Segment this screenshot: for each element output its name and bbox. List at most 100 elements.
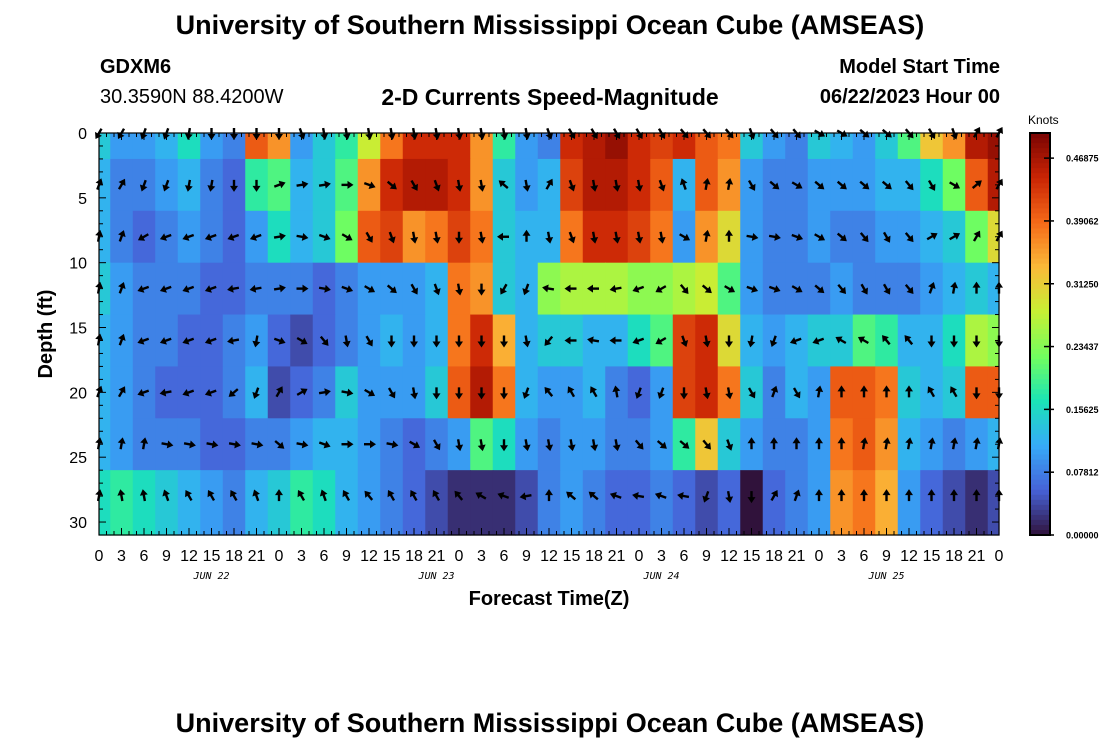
colorbar-segment [1030, 148, 1050, 154]
current-arrow [319, 489, 328, 502]
current-arrow [162, 179, 170, 192]
colorbar-segment [1030, 479, 1050, 486]
heatmap-cell [897, 133, 921, 160]
current-arrow [949, 232, 961, 241]
current-arrow [746, 232, 759, 241]
current-arrow [318, 233, 331, 241]
current-arrow [769, 335, 778, 348]
current-arrow [904, 180, 914, 191]
current-arrow [567, 439, 576, 452]
current-arrow [364, 440, 376, 449]
colorbar-segment [1030, 439, 1050, 446]
current-arrow [497, 491, 510, 500]
current-arrow [950, 281, 959, 294]
current-arrow [566, 491, 577, 501]
current-arrow [882, 231, 891, 243]
x-tick-label: 6 [860, 548, 869, 565]
current-arrow [927, 386, 936, 398]
current-arrow [815, 385, 824, 398]
bottom-title: University of Southern Mississippi Ocean… [175, 708, 925, 738]
heatmap-cell [920, 133, 944, 160]
current-arrow [679, 440, 690, 449]
heatmap-cell [785, 133, 809, 160]
x-tick-label: 9 [342, 548, 351, 565]
current-arrow [679, 178, 688, 190]
current-arrow [882, 437, 891, 450]
colorbar-segment [1030, 183, 1050, 189]
colorbar-segment [1030, 339, 1050, 345]
date-label: JUN 23 [417, 571, 454, 582]
current-arrow [183, 440, 196, 449]
x-tick-label: 3 [477, 548, 486, 565]
x-tick-label: 21 [608, 548, 626, 565]
current-arrow [882, 385, 891, 398]
current-arrow [364, 285, 376, 293]
current-arrow [657, 231, 666, 244]
current-arrow [882, 335, 891, 346]
heatmap-cell [267, 133, 291, 160]
heatmap-cell [987, 470, 1000, 536]
heatmap-cell [965, 470, 989, 536]
colorbar-segment [1030, 168, 1050, 174]
current-arrow [812, 337, 825, 345]
colorbar-segment [1030, 409, 1050, 415]
current-arrow [859, 232, 869, 243]
current-arrow [137, 285, 150, 293]
y-axis-label: Depth (ft) [35, 290, 57, 379]
current-arrow [297, 490, 306, 502]
current-arrow [635, 179, 644, 192]
heatmap-cell [425, 470, 449, 536]
colorbar-segment [1030, 278, 1050, 285]
station-id: GDXM6 [100, 56, 172, 78]
heatmap-cell [830, 133, 854, 160]
station-coordinates: 30.3590N 88.4200W [100, 86, 284, 108]
current-arrow [182, 233, 195, 241]
current-arrow [341, 233, 353, 241]
heatmap-cell [402, 133, 426, 160]
colorbar-tick-label: 0.23437 [1066, 342, 1099, 352]
heatmap-cell [965, 133, 989, 160]
heatmap-cell [740, 470, 764, 536]
x-tick-label: 6 [500, 548, 509, 565]
colorbar-segment [1030, 218, 1050, 225]
heatmap-cell [672, 470, 696, 536]
current-arrow [905, 489, 913, 502]
current-arrow [182, 388, 195, 397]
colorbar-segment [1030, 213, 1050, 220]
heatmap-cell [695, 470, 719, 536]
x-tick-label: 15 [743, 548, 761, 565]
current-arrow [522, 387, 530, 399]
current-arrow [363, 181, 376, 189]
colorbar-segment [1030, 238, 1050, 245]
current-arrow [792, 387, 801, 399]
current-arrow [477, 439, 486, 452]
current-arrow [793, 489, 801, 502]
current-arrow [410, 490, 418, 502]
current-arrow [227, 284, 240, 293]
colorbar-segment [1030, 133, 1050, 139]
current-arrow [318, 388, 331, 397]
colorbar-segment [1030, 318, 1050, 325]
current-arrow [725, 229, 733, 242]
current-arrow [972, 230, 981, 242]
current-arrow [545, 439, 554, 452]
current-arrow [477, 283, 486, 296]
current-arrow [701, 284, 712, 294]
current-arrow [702, 439, 711, 450]
current-arrow [498, 180, 509, 190]
heatmap-cell [807, 470, 831, 536]
heatmap-cell [357, 470, 381, 536]
heatmap-cell [650, 470, 674, 536]
colorbar-tick-label: 0.39062 [1066, 216, 1099, 226]
current-arrow [318, 440, 331, 449]
x-tick-label: 6 [320, 548, 329, 565]
heatmap-layer [99, 133, 1000, 536]
colorbar-tick-label: 0.46875 [1066, 154, 1099, 164]
colorbar-segment [1030, 334, 1050, 340]
heatmap-cell [560, 133, 584, 160]
current-arrow [677, 491, 690, 500]
current-arrow [137, 337, 150, 345]
colorbar-segment [1030, 349, 1050, 355]
current-arrow [137, 388, 150, 397]
current-arrow [182, 337, 195, 345]
